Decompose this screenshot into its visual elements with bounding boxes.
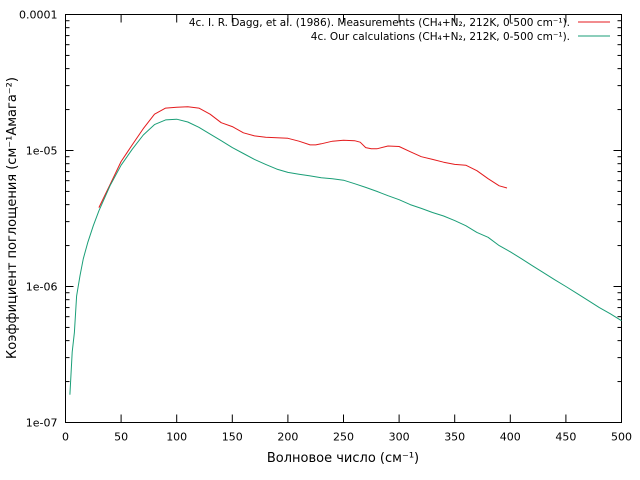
y-tick-label-1: 1e-06 xyxy=(26,281,58,294)
y-tick-label-3: 0.0001 xyxy=(19,9,58,22)
legend-label-1: 4c. Our calculations (CH₄+N₂, 212K, 0-50… xyxy=(311,31,570,43)
axis-tick-labels: 0 50 100 150 200 250 300 350 400 450 500 1e-07 1e-06… xyxy=(19,9,632,444)
x-tick-label-5: 250 xyxy=(333,431,354,444)
x-tick-label-8: 400 xyxy=(500,431,521,444)
x-tick-label-0: 0 xyxy=(62,431,69,444)
series-line-1 xyxy=(69,118,622,395)
y-tick-label-0: 1e-07 xyxy=(26,417,58,430)
x-tick-label-1: 50 xyxy=(114,431,128,444)
x-tick-label-2: 100 xyxy=(166,431,187,444)
y-axis-title: Коэффициент поглощения (см⁻¹Амага⁻²) xyxy=(5,77,20,359)
x-tick-label-7: 350 xyxy=(444,431,465,444)
series-line-0 xyxy=(98,106,508,208)
x-tick-label-10: 500 xyxy=(611,431,632,444)
axis-ticks xyxy=(65,14,622,423)
x-axis-title: Волновое число (см⁻¹) xyxy=(267,451,419,466)
x-tick-label-6: 300 xyxy=(389,431,410,444)
x-tick-label-3: 150 xyxy=(222,431,243,444)
plot-frame xyxy=(65,14,622,423)
legend: 4c. I. R. Dagg, et al. (1986). Measureme… xyxy=(189,17,610,43)
y-tick-label-2: 1e-05 xyxy=(26,145,58,158)
legend-label-0: 4c. I. R. Dagg, et al. (1986). Measureme… xyxy=(189,17,570,29)
x-tick-label-9: 450 xyxy=(555,431,576,444)
series-layer xyxy=(69,106,622,395)
x-tick-label-4: 200 xyxy=(277,431,298,444)
